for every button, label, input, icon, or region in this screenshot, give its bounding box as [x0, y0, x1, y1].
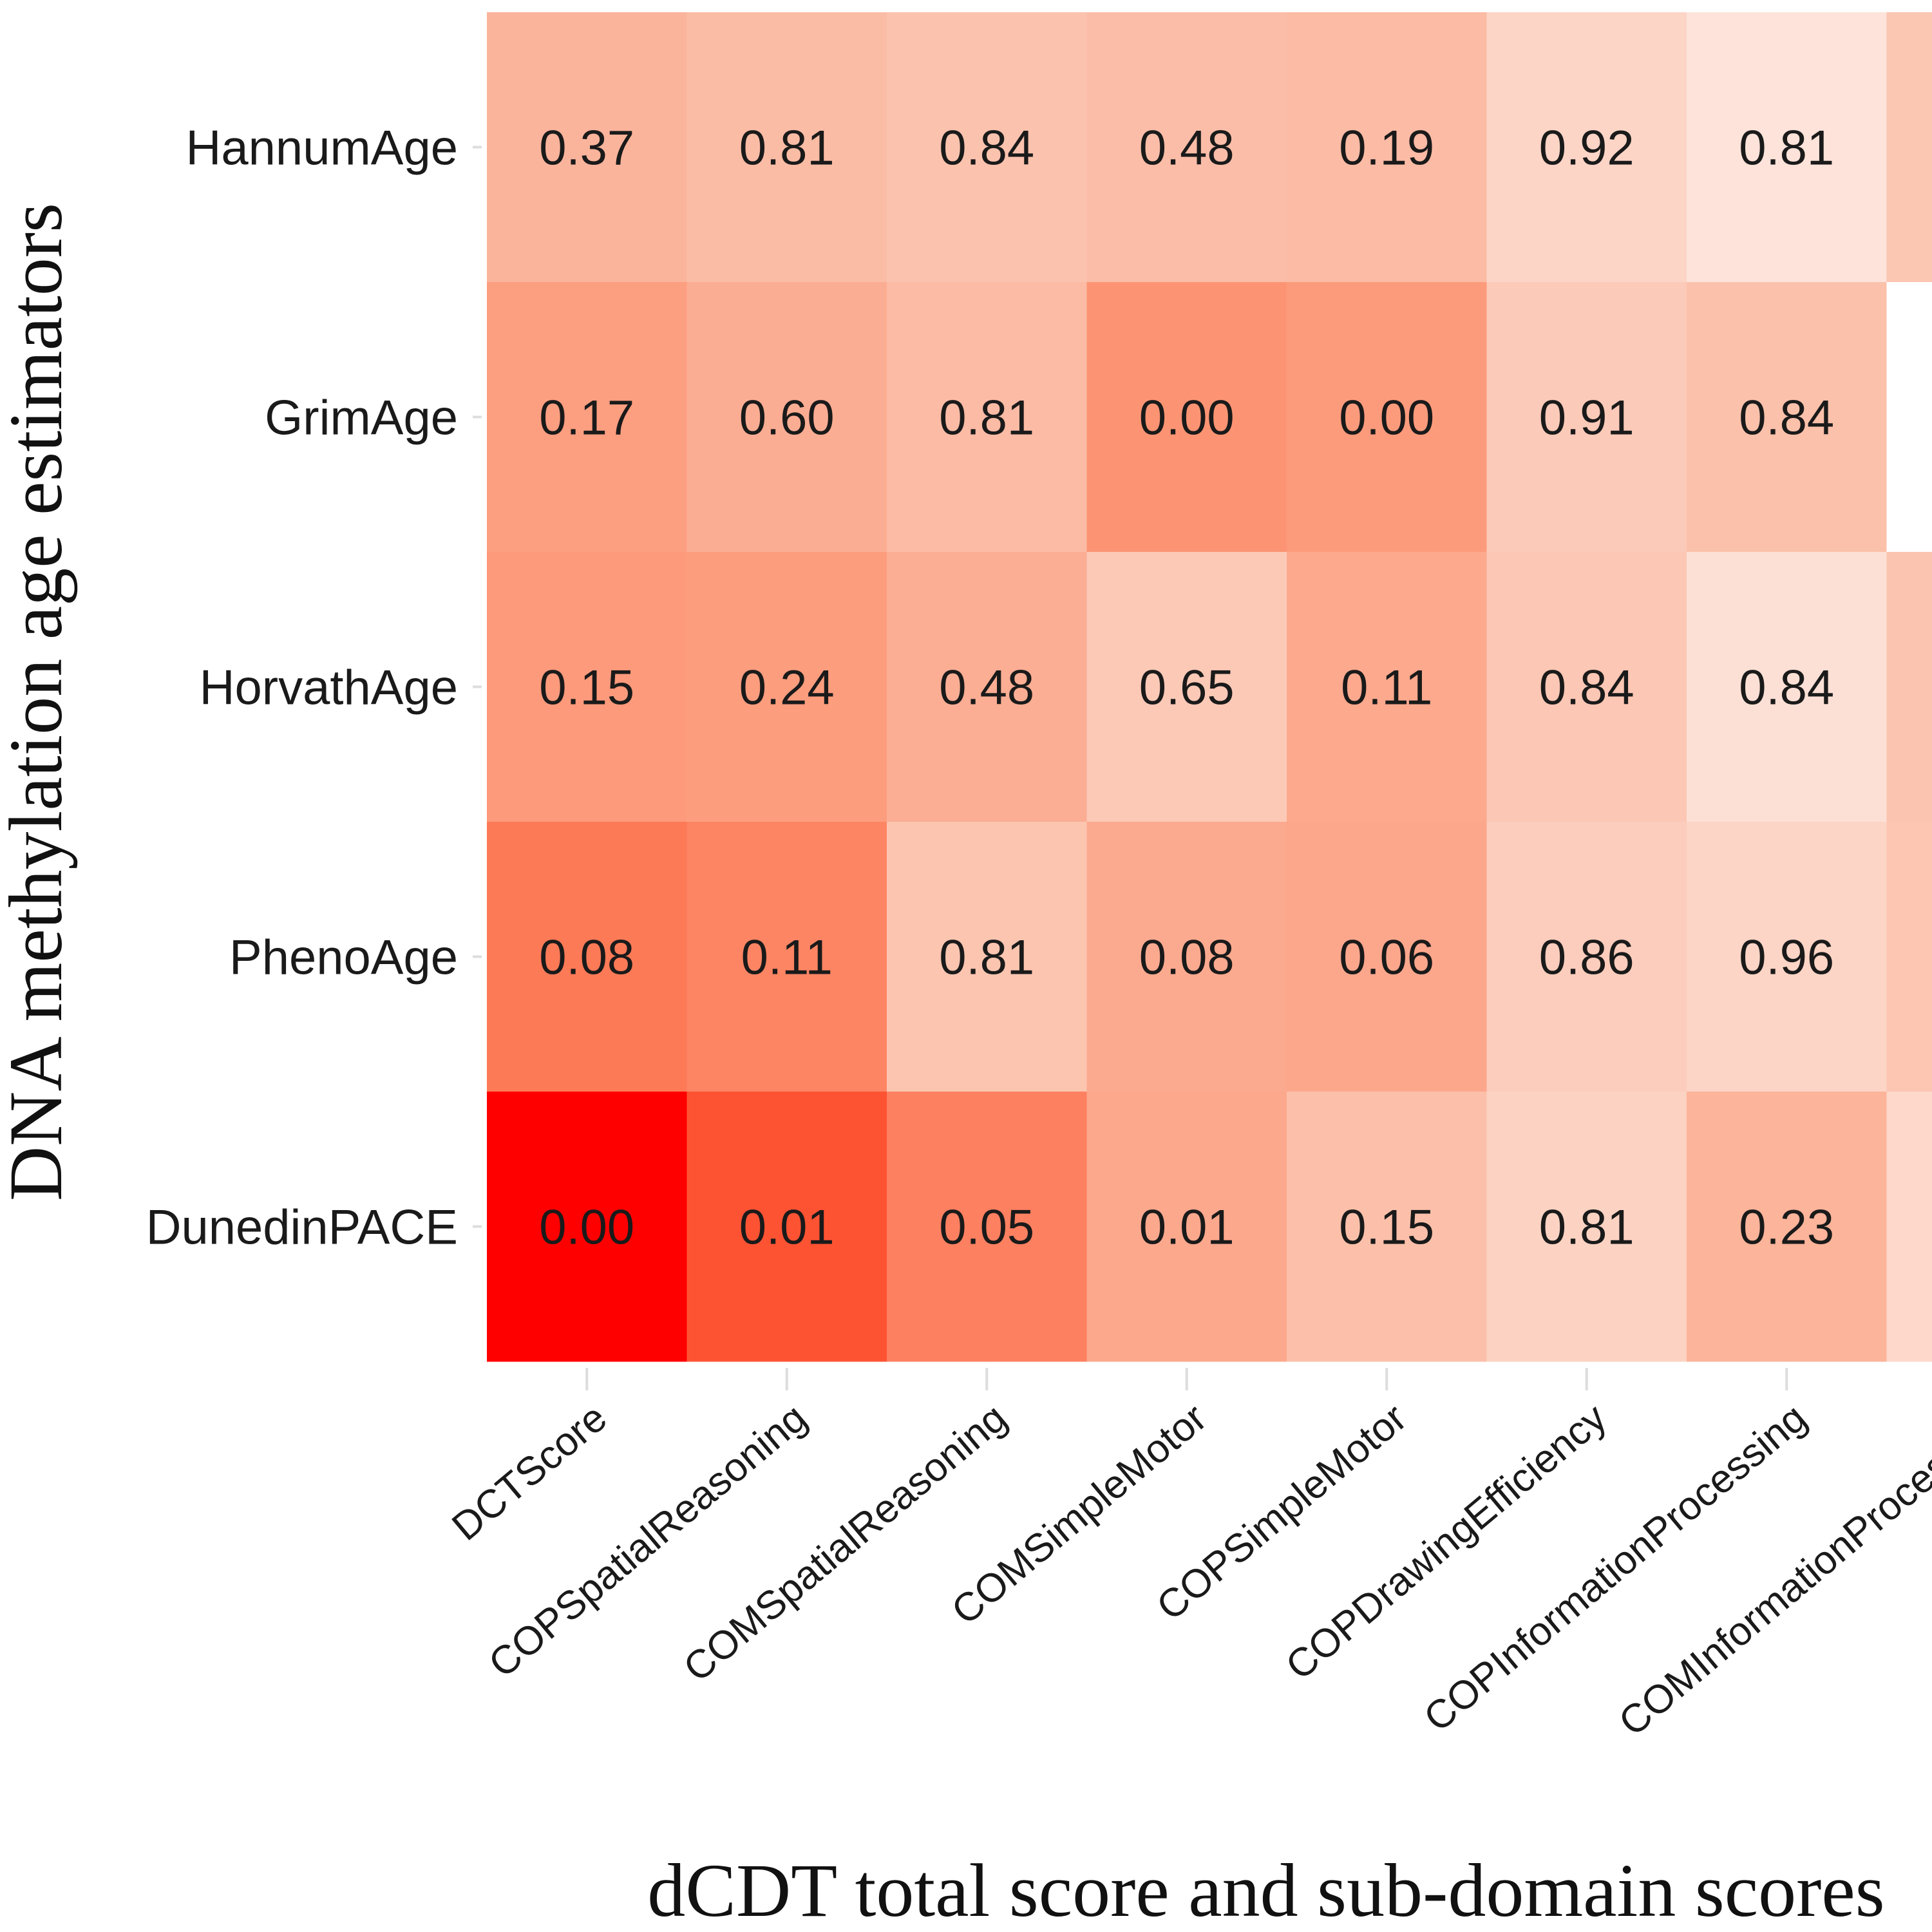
heatmap-cell: [1086, 282, 1287, 553]
x-tick-label: COPDrawingEfficiency: [1278, 1396, 1615, 1689]
y-axis-title: DNA methylation age estimators: [0, 203, 78, 1201]
heatmap-cell: [1886, 282, 1932, 553]
cell-value-label: 0.11: [1341, 661, 1432, 715]
heatmap-cell: [1486, 552, 1687, 822]
heatmap-cell: [1687, 282, 1887, 553]
heatmap-cell: [887, 12, 1087, 283]
cell-value-label: 0.91: [1539, 391, 1634, 446]
cell-value-label: 0.81: [939, 931, 1034, 985]
heatmap-cell: [687, 282, 887, 553]
y-tick-label: PhenoAge: [229, 931, 458, 985]
heatmap-cell: [1486, 12, 1687, 283]
x-tick-label: COPInformationProcessing: [1416, 1396, 1815, 1741]
cell-value-label: 0.05: [939, 1200, 1034, 1255]
cell-value-label: 0.96: [1739, 931, 1834, 985]
cell-value-label: 0.37: [539, 121, 634, 176]
cell-value-label: 0.15: [1339, 1200, 1434, 1255]
heatmap-cell: [487, 822, 687, 1092]
heatmap-cell: [887, 822, 1087, 1092]
y-tick-label: GrimAge: [265, 391, 458, 446]
cell-value-label: 0.00: [1339, 391, 1434, 446]
heatmap-cell: [487, 282, 687, 553]
heatmap-cell: [887, 1092, 1087, 1362]
y-tick-label: HannumAge: [186, 121, 459, 176]
heatmap-cell: [1086, 552, 1287, 822]
cell-value-label: 0.01: [1139, 1200, 1235, 1255]
cell-value-label: 0.11: [741, 931, 833, 985]
heatmap-cell: [1287, 282, 1487, 553]
cell-value-label: 0.48: [939, 661, 1034, 715]
y-tick-label: HorvathAge: [200, 661, 458, 715]
cell-value-label: 0.81: [739, 121, 835, 176]
cell-value-label: 0.15: [539, 661, 634, 715]
cell-value-label: 0.00: [1139, 391, 1235, 446]
x-tick-label: COMSpatialReasoning: [676, 1396, 1015, 1690]
heatmap-cell: [1086, 1092, 1287, 1362]
heatmap-cell: [1287, 822, 1487, 1092]
cell-value-label: 0.06: [1339, 931, 1434, 985]
y-tick-label: DunedinPACE: [146, 1200, 458, 1255]
heatmap-cell: [1287, 12, 1487, 283]
cell-value-label: 0.65: [1139, 661, 1235, 715]
heatmap-cell: [1886, 552, 1932, 822]
heatmap-cell: [687, 822, 887, 1092]
heatmap-cell: [887, 282, 1087, 553]
cell-value-label: 0.24: [739, 661, 835, 715]
heatmap-cell: [887, 552, 1087, 822]
heatmap-cell: [1687, 1092, 1887, 1362]
cell-value-label: 0.92: [1539, 121, 1634, 176]
heatmap-cell: [1486, 282, 1687, 553]
heatmap-cell: [1287, 1092, 1487, 1362]
heatmap-cell: [1086, 12, 1287, 283]
heatmap-cell: [1086, 822, 1287, 1092]
cell-value-label: 0.48: [1139, 121, 1235, 176]
x-tick-label: COPSpatialReasoning: [480, 1396, 815, 1687]
heatmap-cell: [487, 1092, 687, 1362]
cell-value-label: 0.81: [939, 391, 1034, 446]
cell-value-label: 0.08: [539, 931, 634, 985]
cell-value-label: 0.84: [1739, 391, 1834, 446]
heatmap-cell: [1486, 1092, 1687, 1362]
cell-value-label: 0.17: [539, 391, 634, 446]
cell-value-label: 0.01: [739, 1200, 835, 1255]
heatmap-cell: [687, 12, 887, 283]
cell-value-label: 0.86: [1539, 931, 1634, 985]
heatmap-cell: [487, 12, 687, 283]
heatmap-cell: [1886, 12, 1932, 283]
heatmap-cell: [687, 1092, 887, 1362]
heatmap-cell: [687, 552, 887, 822]
cell-value-label: 0.81: [1739, 121, 1834, 176]
cell-value-label: 0.84: [1739, 661, 1834, 715]
heatmap-cell: [1287, 552, 1487, 822]
cell-value-label: 0.23: [1739, 1200, 1834, 1255]
heatmap-cell: [1687, 12, 1887, 283]
heatmap-cell: [1687, 822, 1887, 1092]
cell-value-label: 0.60: [739, 391, 835, 446]
cell-value-label: 0.81: [1539, 1200, 1634, 1255]
x-tick-label: DCTScore: [444, 1396, 615, 1549]
heatmap-cell: [1886, 822, 1932, 1092]
cell-value-label: 0.84: [939, 121, 1034, 176]
cell-value-label: 0.00: [539, 1200, 634, 1255]
x-axis-title: dCDT total score and sub-domain scores: [647, 1848, 1884, 1932]
cell-value-label: 0.19: [1339, 121, 1434, 176]
heatmap-cell: [1886, 1092, 1932, 1362]
heatmap-cell: [1687, 552, 1887, 822]
heatmap-cell: [1486, 822, 1687, 1092]
cell-value-label: 0.08: [1139, 931, 1235, 985]
heatmap-cell: [487, 552, 687, 822]
cell-value-label: 0.84: [1539, 661, 1634, 715]
